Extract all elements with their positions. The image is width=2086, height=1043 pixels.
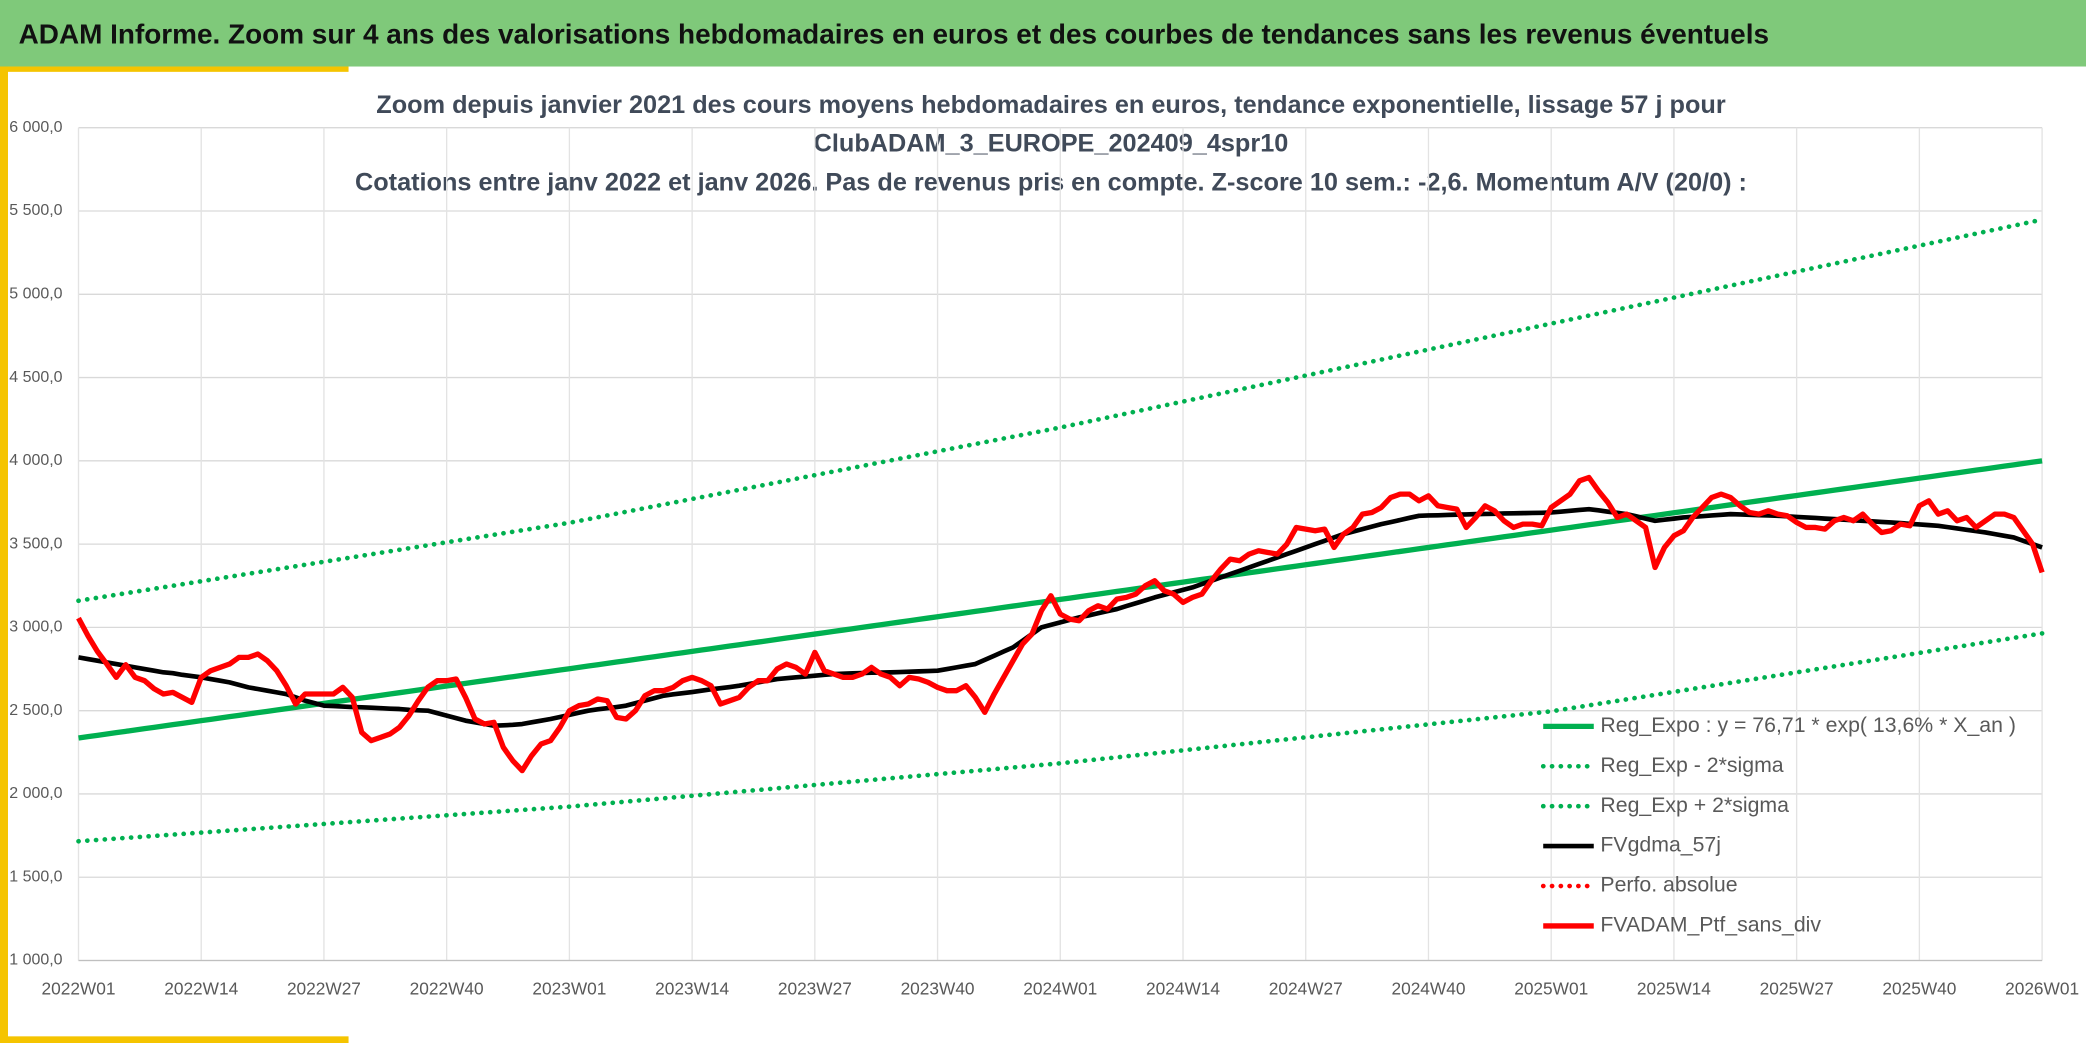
y-tick-label: 3 500,0	[9, 535, 62, 552]
series-line	[78, 458, 2043, 741]
series-line	[76, 631, 2045, 844]
x-tick-label: 2022W27	[287, 978, 361, 998]
y-tick-label: 2 000,0	[9, 785, 62, 802]
x-tick-label: 2022W14	[164, 978, 238, 998]
x-tick-label: 2022W40	[410, 978, 484, 998]
accent-top	[0, 66, 349, 72]
legend-label: Perfo. absolue	[1600, 873, 1737, 897]
x-tick-label: 2024W27	[1269, 978, 1343, 998]
y-tick-label: 3 000,0	[9, 619, 62, 636]
y-tick-label: 5 000,0	[9, 285, 62, 302]
accent-bottom	[0, 1036, 349, 1043]
banner	[0, 0, 2086, 67]
x-tick-label: 2023W27	[778, 978, 852, 998]
x-tick-label: 2023W01	[532, 978, 606, 998]
series-line	[78, 506, 2043, 728]
legend-label: Reg_Expo : y = 76,71 * exp( 13,6% * X_an…	[1600, 713, 2016, 737]
x-tick-label: 2026W01	[2005, 978, 2079, 998]
legend-label: Reg_Exp + 2*sigma	[1600, 793, 1789, 817]
y-tick-label: 5 500,0	[9, 202, 62, 219]
chart-title: Zoom depuis janvier 2021 des cours moyen…	[355, 91, 1747, 196]
series-line	[76, 217, 2045, 604]
banner-title: ADAM Informe. Zoom sur 4 ans des valoris…	[19, 18, 1769, 49]
y-tick-label: 4 000,0	[9, 452, 62, 469]
y-tick-label: 1 500,0	[9, 868, 62, 885]
y-tick-label: 2 500,0	[9, 702, 62, 719]
legend-label: FVgdma_57j	[1600, 833, 1721, 857]
series-line	[76, 474, 2045, 774]
y-tick-label: 1 000,0	[9, 952, 62, 969]
title-line: ClubADAM_3_EUROPE_202409_4spr10	[814, 130, 1289, 158]
x-tick-label: 2025W40	[1882, 978, 1956, 998]
x-tick-label: 2025W27	[1760, 978, 1834, 998]
legend-label: Reg_Exp - 2*sigma	[1600, 753, 1783, 777]
legend-label: FVADAM_Ptf_sans_div	[1600, 913, 1821, 937]
x-tick-label: 2023W14	[655, 978, 729, 998]
y-tick-label: 4 500,0	[9, 369, 62, 386]
x-tick-label: 2023W40	[901, 978, 975, 998]
y-tick-label: 6 000,0	[9, 119, 62, 136]
x-tick-label: 2025W01	[1514, 978, 1588, 998]
legend: Reg_Expo : y = 76,71 * exp( 13,6% * X_an…	[1540, 713, 2016, 937]
x-tick-label: 2024W01	[1023, 978, 1097, 998]
title-line: Cotations entre janv 2022 et janv 2026. …	[355, 168, 1747, 196]
x-tick-label: 2024W40	[1391, 978, 1465, 998]
x-tick-label: 2024W14	[1146, 978, 1220, 998]
x-tick-label: 2022W01	[41, 978, 115, 998]
title-line: Zoom depuis janvier 2021 des cours moyen…	[376, 91, 1726, 119]
x-tick-label: 2025W14	[1637, 978, 1711, 998]
accent-left	[0, 66, 8, 1043]
